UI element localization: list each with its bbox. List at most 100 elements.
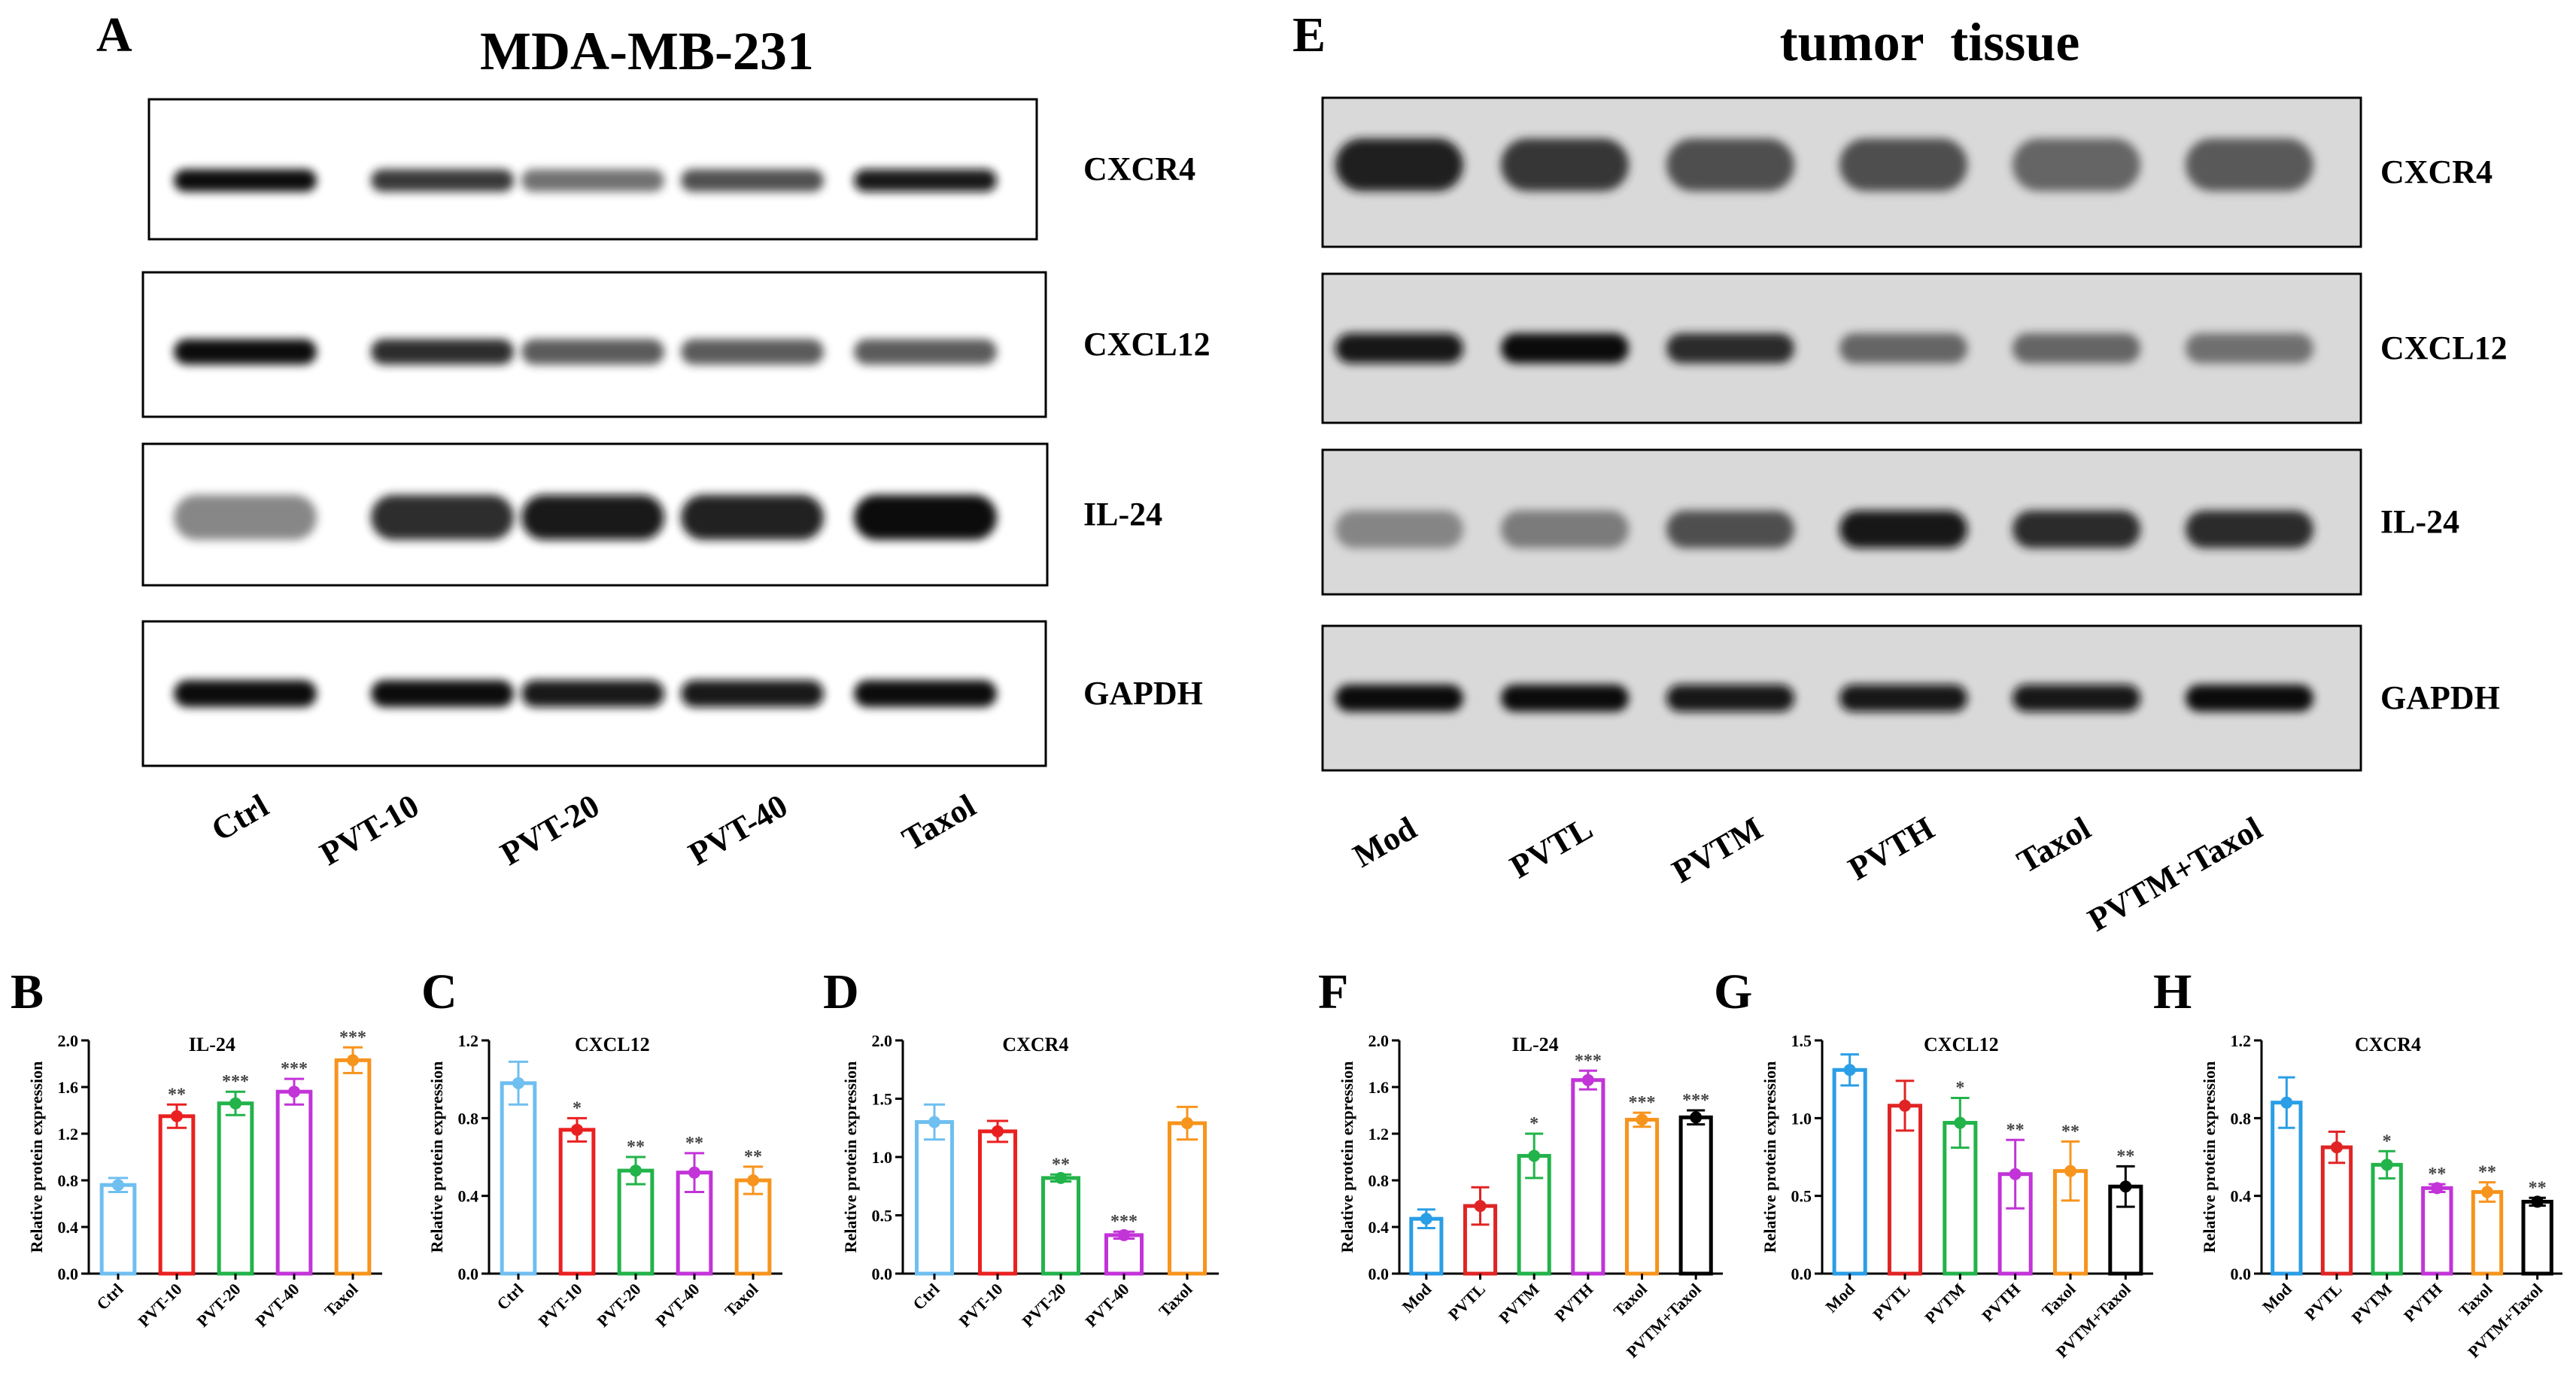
band-gapdh-pvt-10 — [371, 680, 514, 707]
y-tick-label: 1.6 — [1368, 1078, 1390, 1097]
chart-title: IL-24 — [1512, 1034, 1559, 1055]
blot-row-gapdh: GAPDH — [1321, 624, 2500, 772]
bar-pvt-20 — [1040, 1176, 1081, 1276]
band-gapdh-taxol — [2012, 685, 2140, 712]
y-tick-label: 2.0 — [58, 1031, 79, 1050]
bar-chart-h: 0.0 0.4 0.8 1.2 Relative protein expression C… — [2200, 1031, 2562, 1362]
x-tick-label-pvt-40: PVT-40 — [251, 1280, 302, 1331]
bar-chart-g: 0.0 0.5 1.0 1.5 Relative protein expression C… — [1760, 1031, 2153, 1362]
bar-pvth — [1571, 1078, 1605, 1276]
y-axis-label: Relative protein expression — [1760, 1061, 1779, 1253]
x-tick-label-pvtl: PVTL — [1869, 1280, 1913, 1324]
bar-pvt-20 — [217, 1101, 254, 1276]
band-cxcl12-ctrl — [174, 339, 317, 365]
band-gapdh-pvtm — [1666, 685, 1794, 712]
band-gapdh-ctrl — [174, 680, 317, 707]
lane-label-pvtm: PVTM — [1666, 809, 1769, 890]
y-tick-label: 1.5 — [872, 1090, 893, 1109]
significance-label-pvtm-taxol: *** — [1682, 1091, 1709, 1110]
panel-letter-b: B — [11, 964, 44, 1019]
panel-letter-h: H — [2153, 964, 2192, 1019]
y-tick-label: 0.0 — [1368, 1265, 1390, 1283]
blot-title-left: MDA-MB-231 — [480, 21, 814, 81]
y-tick-label: 0.4 — [58, 1218, 79, 1237]
bar-pvtl — [2320, 1145, 2353, 1276]
bar-chart-c: 0.0 0.4 0.8 1.2 Relative protein expression C… — [427, 1031, 782, 1331]
band-il-24-pvt-10 — [371, 494, 514, 540]
y-tick-label: 0.5 — [872, 1207, 893, 1225]
band-gapdh-pvt-20 — [521, 680, 664, 707]
blot-row-cxcl12: CXCL12 — [1321, 272, 2508, 424]
band-cxcr4-pvt-20 — [521, 169, 664, 192]
chart-title: CXCL12 — [575, 1034, 650, 1055]
significance-label-taxol: ** — [2478, 1163, 2496, 1183]
x-tick-label-pvt-40: PVT-40 — [652, 1280, 703, 1331]
significance-label-taxol: *** — [1629, 1093, 1656, 1113]
band-cxcl12-taxol — [854, 339, 997, 365]
band-cxcl12-pvt-20 — [521, 339, 664, 365]
y-tick-label: 0.8 — [2231, 1109, 2252, 1128]
bar-charts: 0.0 0.4 0.8 1.2 1.6 2.0 Relative protein expre… — [27, 1028, 2562, 1362]
x-tick-label-pvtl: PVTL — [1444, 1280, 1489, 1324]
y-tick-label: 2.0 — [872, 1031, 893, 1050]
x-tick-label-pvt-40: PVT-40 — [1081, 1280, 1132, 1331]
lane-label-pvt-20: PVT-20 — [494, 787, 606, 873]
band-cxcl12-pvtl — [1501, 333, 1629, 363]
chart-title: CXCR4 — [1002, 1034, 1068, 1055]
bar-taxol — [2471, 1190, 2504, 1276]
x-tick-label-pvt-10: PVT-10 — [534, 1280, 585, 1331]
x-tick-label-pvt-20: PVT-20 — [593, 1280, 644, 1331]
y-tick-label: 1.6 — [58, 1078, 79, 1097]
data-point-taxol — [2064, 1165, 2076, 1177]
chart-title: CXCR4 — [2355, 1034, 2421, 1055]
band-il-24-taxol — [854, 494, 997, 540]
data-point-pvtm — [1954, 1116, 1967, 1129]
band-gapdh-taxol — [854, 680, 997, 707]
band-il-24-pvt-20 — [521, 494, 664, 540]
protein-label-il-24: IL-24 — [2380, 503, 2459, 540]
band-il-24-pvth — [1839, 510, 1967, 548]
panel-letter-f: F — [1318, 964, 1348, 1019]
western-blot-mda-mb-231: CXCR4 CXCL12 IL-24 GAPDH Ctrl PVT-10 PVT-20 PVT… — [141, 98, 1211, 873]
significance-label-pvt-40: *** — [281, 1059, 308, 1079]
protein-label-gapdh: GAPDH — [1083, 675, 1203, 712]
y-tick-label: 1.2 — [1368, 1125, 1390, 1143]
lane-label-pvtm-taxol: PVTM+Taxol — [2082, 809, 2268, 939]
y-tick-label: 1.2 — [58, 1125, 79, 1143]
y-axis-label: Relative protein expression — [427, 1061, 446, 1253]
lane-label-taxol: Taxol — [896, 787, 982, 858]
band-cxcr4-pvtm-taxol — [2186, 138, 2313, 192]
protein-label-il-24: IL-24 — [1083, 496, 1162, 533]
panel-letter-d: D — [823, 964, 859, 1019]
lane-label-pvth: PVTH — [1842, 809, 1940, 888]
x-tick-label-mod: Mod — [1821, 1280, 1858, 1316]
blot-row-il-24: IL-24 — [141, 442, 1162, 587]
band-cxcl12-pvtm-taxol — [2186, 333, 2313, 363]
band-il-24-pvtl — [1501, 510, 1629, 548]
y-tick-label: 1.2 — [458, 1031, 479, 1050]
x-tick-label-pvtm: PVTM — [2348, 1280, 2396, 1328]
lane-label-pvt-40: PVT-40 — [682, 787, 794, 873]
band-gapdh-pvtl — [1501, 685, 1629, 712]
bar-taxol — [334, 1058, 372, 1276]
data-point-taxol — [347, 1054, 359, 1067]
y-tick-label: 0.8 — [1368, 1171, 1390, 1190]
data-point-mod — [1420, 1213, 1432, 1225]
data-point-pvt-10 — [992, 1125, 1004, 1137]
band-cxcl12-taxol — [2012, 333, 2140, 363]
data-point-pvt-20 — [1055, 1171, 1067, 1184]
western-blot-tumor-tissue: CXCR4 CXCL12 IL-24 GAPDH Mod PVTL PVTM PVTH Taxo… — [1321, 96, 2508, 939]
protein-label-cxcl12: CXCL12 — [1083, 326, 1211, 363]
x-tick-label-pvtl: PVTL — [2301, 1280, 2345, 1324]
band-cxcr4-taxol — [2012, 138, 2140, 192]
x-tick-label-pvt-10: PVT-10 — [134, 1280, 185, 1331]
x-tick-label-taxol: Taxol — [1155, 1280, 1195, 1320]
y-tick-label: 0.0 — [2231, 1265, 2252, 1283]
x-tick-label-taxol: Taxol — [2038, 1280, 2079, 1320]
band-il-24-mod — [1335, 510, 1463, 548]
data-point-pvt-10 — [171, 1110, 183, 1122]
bar-ctrl — [99, 1183, 137, 1276]
y-tick-label: 0.0 — [458, 1265, 479, 1283]
y-tick-label: 1.0 — [872, 1148, 893, 1167]
protein-label-cxcl12: CXCL12 — [2380, 330, 2508, 366]
